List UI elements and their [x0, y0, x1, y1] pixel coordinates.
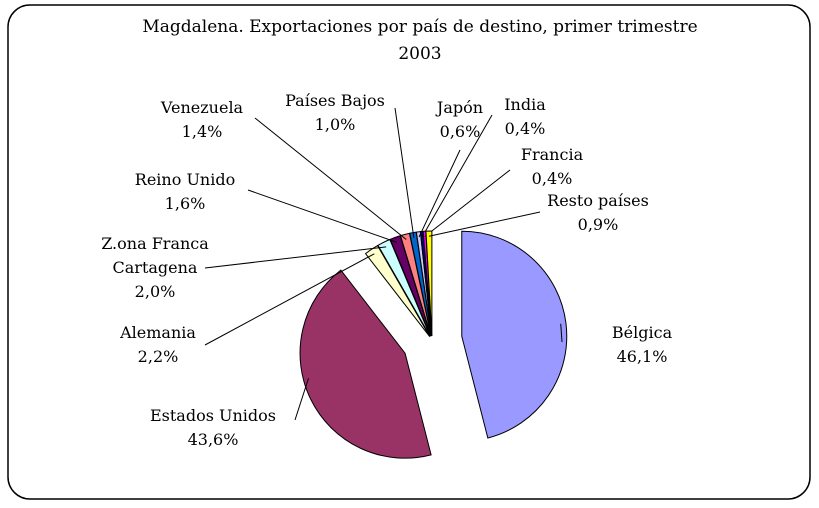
value-label: 0,4%: [504, 119, 546, 138]
slice-label: Venezuela 1,4%: [161, 96, 243, 144]
slice-label: Resto países 0,9%: [547, 189, 649, 237]
value-label: 43,6%: [187, 430, 239, 449]
leader-line: [424, 169, 511, 237]
category-label: Bélgica: [611, 323, 673, 342]
slice-label: Reino Unido 1,6%: [135, 168, 235, 216]
category-label: Venezuela: [160, 98, 244, 117]
category-label: Alemania: [120, 323, 196, 342]
leader-line: [421, 114, 493, 237]
leader-line: [394, 107, 415, 238]
value-label: 1,6%: [164, 194, 206, 213]
pie-slice: [461, 230, 568, 439]
leader-line: [418, 149, 461, 238]
slice-label: India 0,4%: [504, 93, 546, 141]
category-label: Estados Unidos: [149, 406, 277, 425]
slice-label: Alemania 2,2%: [120, 321, 196, 369]
value-label: 1,0%: [314, 115, 356, 134]
chart-title: Magdalena. Exportaciones por país de des…: [142, 17, 698, 64]
category-label: Países Bajos: [285, 91, 385, 110]
slice-label: Francia 0,4%: [521, 143, 583, 191]
category-label: Reino Unido: [134, 170, 236, 189]
leader-line: [254, 117, 407, 240]
leader-line: [247, 189, 398, 243]
value-label: 0,9%: [577, 215, 619, 234]
leader-line: [204, 246, 387, 269]
category-label: Japón: [436, 98, 484, 117]
category-label: India: [504, 95, 546, 114]
value-label: 2,0%: [134, 282, 176, 301]
value-label: 0,6%: [439, 122, 481, 141]
category-label: Z.ona Franca Cartagena: [101, 234, 209, 277]
category-label: Resto países: [547, 191, 649, 210]
slice-label: Z.ona Franca Cartagena 2,0%: [80, 232, 230, 304]
category-label: Francia: [520, 145, 584, 164]
slice-label: Bélgica 46,1%: [612, 321, 672, 369]
leader-line: [294, 378, 309, 421]
slice-label: Países Bajos 1,0%: [285, 89, 385, 137]
pie-slice: [299, 269, 432, 459]
slice-label: Estados Unidos 43,6%: [150, 404, 276, 452]
leader-line: [204, 253, 375, 346]
value-label: 46,1%: [616, 347, 668, 366]
pie-slice: [364, 244, 431, 337]
value-label: 2,2%: [137, 347, 179, 366]
value-label: 0,4%: [531, 169, 573, 188]
leader-line: [560, 323, 563, 343]
slice-label: Japón 0,6%: [437, 96, 483, 144]
pie-slice: [425, 230, 433, 337]
leader-line: [428, 211, 541, 237]
value-label: 1,4%: [181, 122, 223, 141]
